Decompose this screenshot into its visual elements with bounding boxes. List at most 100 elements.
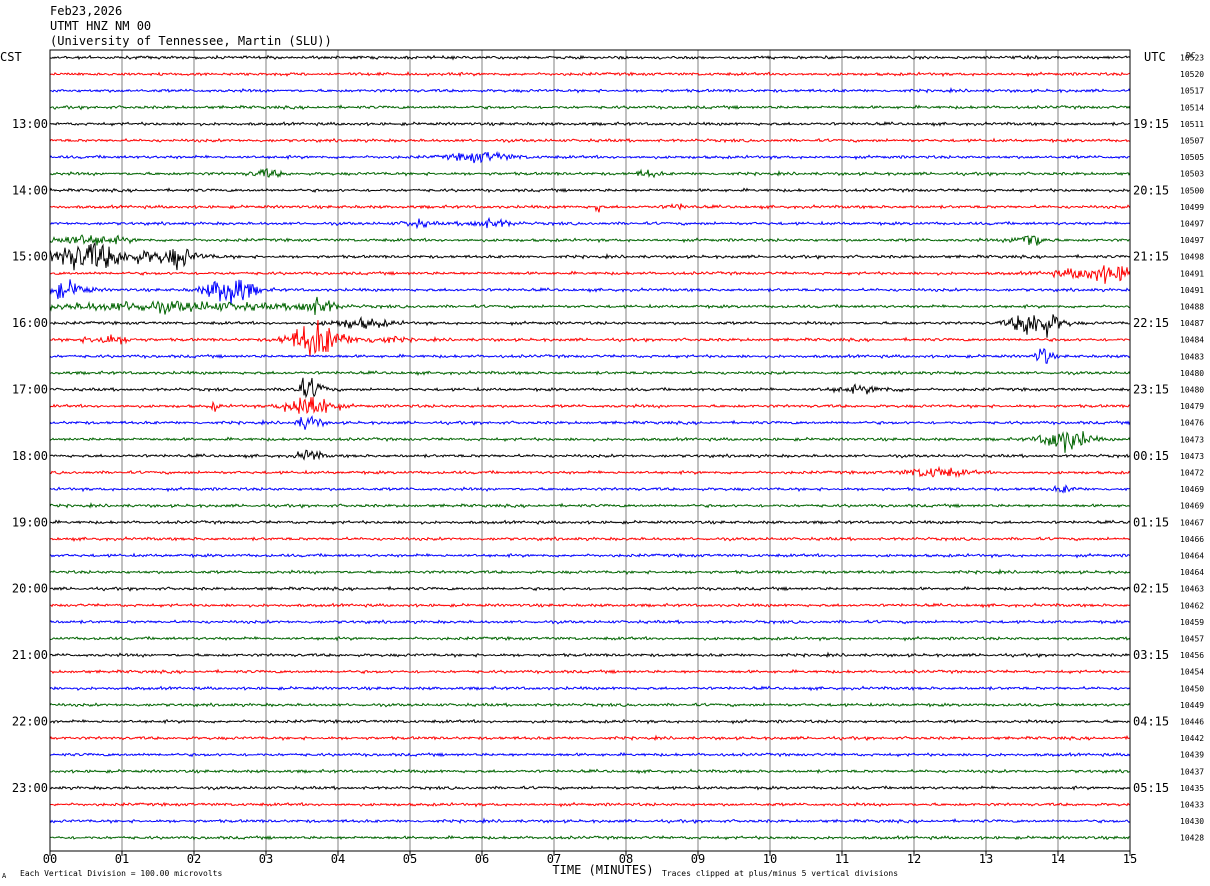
trace-line	[49, 370, 1131, 376]
dc-value: 10456	[1180, 651, 1204, 660]
trace-line	[49, 484, 1131, 494]
dc-value: 10511	[1180, 120, 1204, 129]
cst-hour-label: 17:00	[12, 383, 48, 397]
plot-frame	[49, 49, 1131, 852]
x-tick-label: 08	[619, 852, 633, 866]
dc-value: 10464	[1180, 552, 1204, 561]
cst-hour-label: 15:00	[12, 250, 48, 264]
trace-line	[49, 265, 1131, 284]
utc-hour-label: 21:15	[1133, 250, 1169, 264]
utc-hour-labels: 19:15 20:15 21:15 22:15 23:15 00:15 01:15 02:15…	[1133, 117, 1169, 795]
cst-hour-label: 16:00	[12, 316, 48, 330]
dc-value: 10473	[1180, 452, 1204, 461]
trace-line	[49, 87, 1131, 94]
dc-value: 10480	[1180, 386, 1204, 395]
x-axis-title: TIME (MINUTES)	[552, 863, 653, 877]
trace-line	[49, 751, 1131, 758]
trace-line	[49, 241, 1131, 271]
dc-value: 10472	[1180, 469, 1204, 478]
x-tick-label: 13	[979, 852, 993, 866]
dc-value: 10491	[1180, 269, 1204, 278]
trace-line	[49, 552, 1131, 559]
dc-value: 10476	[1180, 419, 1204, 428]
dc-value: 10497	[1180, 236, 1204, 245]
dc-value: 10442	[1180, 734, 1204, 743]
dc-value: 10487	[1180, 319, 1204, 328]
dc-value: 10498	[1180, 253, 1204, 262]
utc-hour-label: 02:15	[1133, 582, 1169, 596]
trace-line	[49, 568, 1131, 576]
trace-line	[49, 519, 1131, 525]
dc-value: 10505	[1180, 153, 1204, 162]
trace-line	[49, 602, 1130, 609]
trace-line	[49, 651, 1131, 659]
date-label: Feb23,2026	[50, 4, 122, 18]
x-tick-label: 15	[1123, 852, 1137, 866]
trace-line	[49, 137, 1131, 144]
dc-value: 10523	[1180, 54, 1204, 63]
dc-value: 10433	[1180, 801, 1204, 810]
dc-value: 10462	[1180, 601, 1204, 610]
cst-hour-label: 20:00	[12, 582, 48, 596]
trace-line	[49, 834, 1131, 841]
network-label: (University of Tennessee, Martin (SLU))	[50, 34, 332, 48]
dc-value: 10464	[1180, 568, 1204, 577]
trace-line	[49, 279, 1131, 306]
dc-value: 10520	[1180, 70, 1204, 79]
dc-value: 10466	[1180, 535, 1204, 544]
trace-line	[49, 685, 1131, 692]
dc-value: 10488	[1180, 303, 1204, 312]
cst-hour-label: 22:00	[12, 715, 48, 729]
dc-value: 10479	[1180, 402, 1204, 411]
utc-hour-label: 00:15	[1133, 449, 1169, 463]
trace-line	[49, 296, 1131, 315]
x-tick-label: 01	[115, 852, 129, 866]
utc-hour-label: 23:15	[1133, 383, 1169, 397]
x-tick-label: 02	[187, 852, 201, 866]
x-tick-label: 11	[835, 852, 849, 866]
corner-mark: A	[2, 872, 7, 880]
trace-line	[49, 449, 1131, 461]
dc-value: 10473	[1180, 435, 1204, 444]
dc-value: 10435	[1180, 784, 1204, 793]
dc-value: 10507	[1180, 137, 1204, 146]
trace-line	[49, 734, 1131, 742]
utc-hour-label: 04:15	[1133, 715, 1169, 729]
dc-value: 10484	[1180, 336, 1204, 345]
dc-value: 10491	[1180, 286, 1204, 295]
x-tick-label: 10	[763, 852, 777, 866]
trace-line	[49, 415, 1131, 430]
utc-hour-label: 03:15	[1133, 648, 1169, 662]
trace-line	[49, 536, 1131, 542]
utc-hour-label: 22:15	[1133, 316, 1169, 330]
dc-value: 10503	[1180, 170, 1204, 179]
trace-line	[49, 377, 1131, 399]
trace-line	[49, 187, 1131, 194]
trace-line	[49, 585, 1131, 592]
x-tick-label: 06	[475, 852, 489, 866]
dc-value: 10463	[1180, 585, 1204, 594]
trace-line	[49, 314, 1131, 338]
trace-line	[49, 203, 1131, 213]
dc-column-label: DC	[1186, 51, 1196, 60]
trace-line	[49, 718, 1131, 725]
x-tick-label: 09	[691, 852, 705, 866]
trace-line	[49, 320, 1131, 357]
trace-line	[49, 768, 1131, 775]
dc-value: 10483	[1180, 352, 1204, 361]
x-tick-label: 05	[403, 852, 417, 866]
dc-value: 10446	[1180, 718, 1204, 727]
x-tick-label: 12	[907, 852, 921, 866]
trace-line	[49, 465, 1131, 479]
dc-value: 10454	[1180, 668, 1204, 677]
station-label: UTMT HNZ NM 00	[50, 19, 151, 33]
dc-value: 10430	[1180, 817, 1204, 826]
utc-hour-label: 01:15	[1133, 515, 1169, 529]
x-tick-label: 14	[1051, 852, 1065, 866]
cst-hour-labels: 13:00 14:00 15:00 16:00 17:00 18:00 19:00 20:00…	[12, 117, 48, 795]
dc-value: 10499	[1180, 203, 1204, 212]
trace-line	[49, 104, 1131, 111]
trace-line	[49, 71, 1131, 78]
dc-value: 10457	[1180, 635, 1204, 644]
